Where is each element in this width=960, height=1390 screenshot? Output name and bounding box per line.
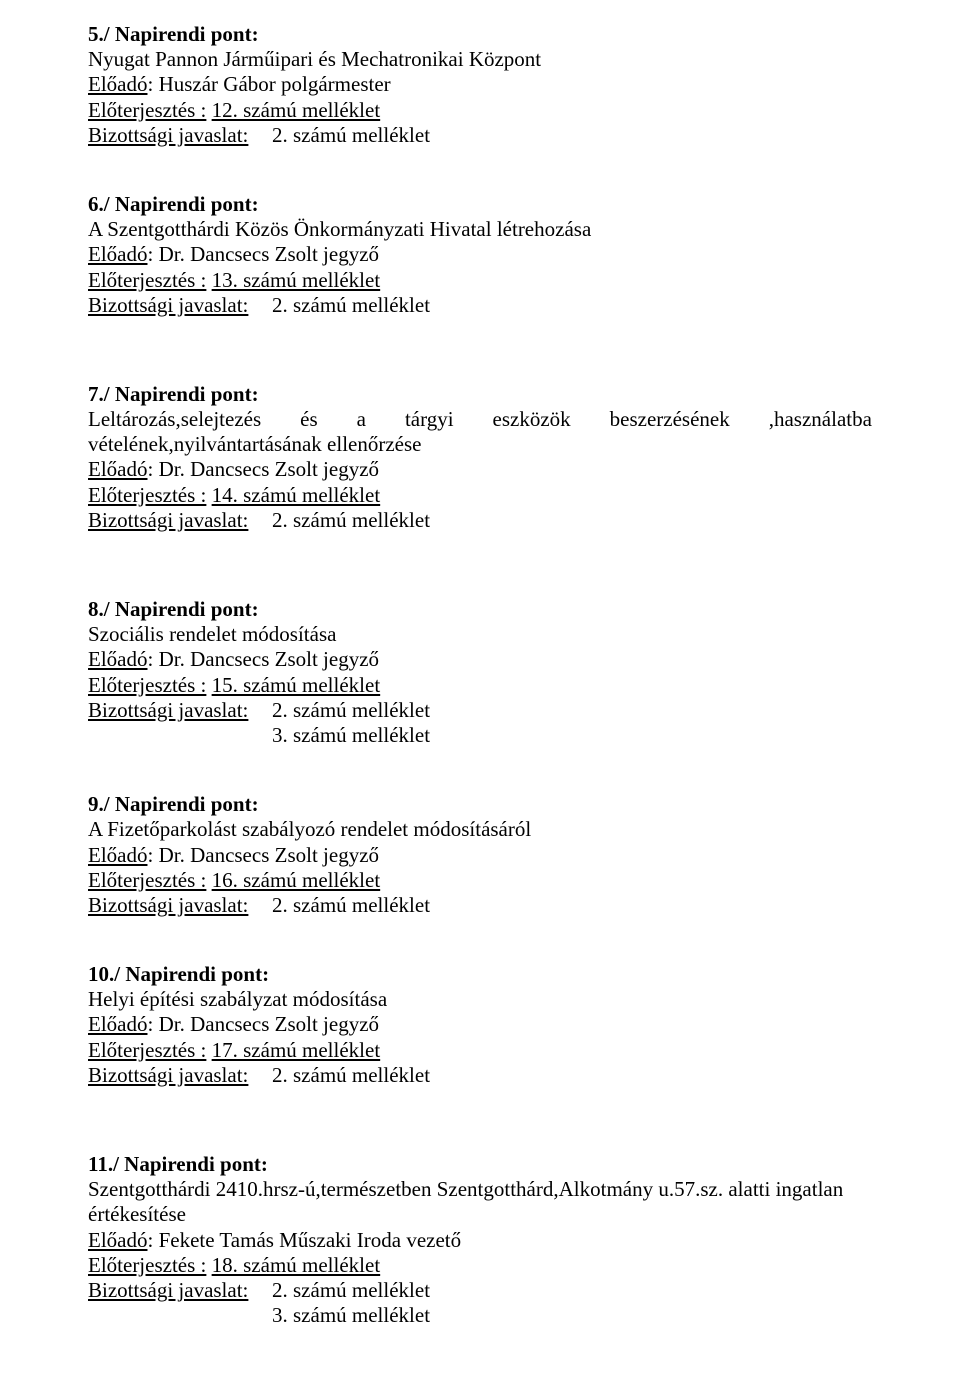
committee-value: 2. számú melléklet (272, 893, 430, 918)
committee-row: Bizottsági javaslat: 2. számú melléklet (88, 123, 872, 148)
presenter-line: Előadó: Dr. Dancsecs Zsolt jegyző (88, 647, 872, 672)
t7w6: ,használatba (769, 407, 872, 432)
submission-line: Előterjesztés : 15. számú melléklet (88, 673, 872, 698)
item-heading: 5./ Napirendi pont: (88, 22, 872, 47)
presenter-name: Dr. Dancsecs Zsolt jegyző (159, 457, 379, 481)
submission-line: Előterjesztés : 17. számú melléklet (88, 1038, 872, 1063)
committee-label: Bizottsági javaslat: (88, 123, 272, 148)
submission-label: Előterjesztés : (88, 1038, 206, 1062)
t7w0: Leltározás,selejtezés (88, 407, 261, 432)
committee-label: Bizottsági javaslat: (88, 698, 272, 723)
presenter-name: Huszár Gábor polgármester (159, 72, 391, 96)
committee-value-2: 3. számú melléklet (88, 1303, 872, 1328)
submission-line: Előterjesztés : 12. számú melléklet (88, 98, 872, 123)
submission-label: Előterjesztés : (88, 673, 206, 697)
item-title: Szociális rendelet módosítása (88, 622, 872, 647)
presenter-line: Előadó: Fekete Tamás Műszaki Iroda vezet… (88, 1228, 872, 1253)
submission-value: 15. számú melléklet (212, 673, 381, 697)
presenter-label: Előadó (88, 1012, 147, 1036)
presenter-value: : (147, 72, 158, 96)
committee-label: Bizottsági javaslat: (88, 893, 272, 918)
committee-row: Bizottsági javaslat: 2. számú melléklet (88, 893, 872, 918)
committee-label: Bizottsági javaslat: (88, 1063, 272, 1088)
item-heading: 11./ Napirendi pont: (88, 1152, 872, 1177)
submission-label: Előterjesztés : (88, 868, 206, 892)
presenter-name: Dr. Dancsecs Zsolt jegyző (159, 843, 379, 867)
presenter-line: Előadó: Dr. Dancsecs Zsolt jegyző (88, 457, 872, 482)
submission-value: 16. számú melléklet (212, 868, 381, 892)
presenter-line: Előadó: Dr. Dancsecs Zsolt jegyző (88, 843, 872, 868)
item-title: A Szentgotthárdi Közös Önkormányzati Hiv… (88, 217, 872, 242)
item-title-line1: Leltározás,selejtezés és a tárgyi eszköz… (88, 407, 872, 432)
agenda-item-10: 10./ Napirendi pont: Helyi építési szabá… (88, 962, 872, 1088)
presenter-label: Előadó (88, 843, 147, 867)
presenter-label: Előadó (88, 457, 147, 481)
committee-label: Bizottsági javaslat: (88, 293, 272, 318)
item-title: Helyi építési szabályzat módosítása (88, 987, 872, 1012)
presenter-line: Előadó: Huszár Gábor polgármester (88, 72, 872, 97)
submission-line: Előterjesztés : 14. számú melléklet (88, 483, 872, 508)
t7w4: eszközök (493, 407, 571, 432)
committee-value-2: 3. számú melléklet (88, 723, 872, 748)
t7w5: beszerzésének (610, 407, 730, 432)
submission-value: 14. számú melléklet (212, 483, 381, 507)
t7w1: és (300, 407, 318, 432)
presenter-label: Előadó (88, 647, 147, 671)
committee-value: 2. számú melléklet (272, 1063, 430, 1088)
presenter-line: Előadó: Dr. Dancsecs Zsolt jegyző (88, 242, 872, 267)
document-page: 5./ Napirendi pont: Nyugat Pannon Járműi… (0, 0, 960, 1390)
item-heading: 9./ Napirendi pont: (88, 792, 872, 817)
agenda-item-8: 8./ Napirendi pont: Szociális rendelet m… (88, 597, 872, 748)
committee-value: 2. számú melléklet (272, 123, 430, 148)
submission-label: Előterjesztés : (88, 483, 206, 507)
agenda-item-5: 5./ Napirendi pont: Nyugat Pannon Járműi… (88, 22, 872, 148)
agenda-item-6: 6./ Napirendi pont: A Szentgotthárdi Köz… (88, 192, 872, 318)
item-title: Szentgotthárdi 2410.hrsz-ú,természetben … (88, 1177, 872, 1227)
committee-row: Bizottsági javaslat: 2. számú melléklet (88, 1278, 872, 1303)
presenter-label: Előadó (88, 1228, 147, 1252)
committee-value: 2. számú melléklet (272, 293, 430, 318)
item-heading: 6./ Napirendi pont: (88, 192, 872, 217)
t7w2: a (357, 407, 366, 432)
t7w3: tárgyi (405, 407, 454, 432)
agenda-item-7: 7./ Napirendi pont: Leltározás,selejtezé… (88, 382, 872, 533)
submission-line: Előterjesztés : 16. számú melléklet (88, 868, 872, 893)
committee-row: Bizottsági javaslat: 2. számú melléklet (88, 508, 872, 533)
submission-value: 13. számú melléklet (212, 268, 381, 292)
presenter-name: Dr. Dancsecs Zsolt jegyző (159, 242, 379, 266)
presenter-name: Dr. Dancsecs Zsolt jegyző (159, 647, 379, 671)
committee-row: Bizottsági javaslat: 2. számú melléklet (88, 698, 872, 723)
submission-label: Előterjesztés : (88, 268, 206, 292)
committee-value: 2. számú melléklet (272, 508, 430, 533)
submission-line: Előterjesztés : 18. számú melléklet (88, 1253, 872, 1278)
committee-value: 2. számú melléklet (272, 698, 430, 723)
submission-line: Előterjesztés : 13. számú melléklet (88, 268, 872, 293)
presenter-label: Előadó (88, 72, 147, 96)
item-title-line2: vételének,nyilvántartásának ellenőrzése (88, 432, 872, 457)
presenter-line: Előadó: Dr. Dancsecs Zsolt jegyző (88, 1012, 872, 1037)
committee-label: Bizottsági javaslat: (88, 1278, 272, 1303)
submission-value: 17. számú melléklet (212, 1038, 381, 1062)
submission-label: Előterjesztés : (88, 1253, 206, 1277)
item-heading: 7./ Napirendi pont: (88, 382, 872, 407)
committee-row: Bizottsági javaslat: 2. számú melléklet (88, 1063, 872, 1088)
item-heading: 10./ Napirendi pont: (88, 962, 872, 987)
agenda-item-11: 11./ Napirendi pont: Szentgotthárdi 2410… (88, 1152, 872, 1328)
agenda-item-9: 9./ Napirendi pont: A Fizetőparkolást sz… (88, 792, 872, 918)
submission-value: 18. számú melléklet (212, 1253, 381, 1277)
submission-value: 12. számú melléklet (212, 98, 381, 122)
committee-value: 2. számú melléklet (272, 1278, 430, 1303)
presenter-name: Fekete Tamás Műszaki Iroda vezető (159, 1228, 462, 1252)
presenter-label: Előadó (88, 242, 147, 266)
item-title: A Fizetőparkolást szabályozó rendelet mó… (88, 817, 872, 842)
item-title: Nyugat Pannon Járműipari és Mechatronika… (88, 47, 872, 72)
presenter-name: Dr. Dancsecs Zsolt jegyző (159, 1012, 379, 1036)
committee-row: Bizottsági javaslat: 2. számú melléklet (88, 293, 872, 318)
committee-label: Bizottsági javaslat: (88, 508, 272, 533)
item-heading: 8./ Napirendi pont: (88, 597, 872, 622)
submission-label: Előterjesztés : (88, 98, 206, 122)
